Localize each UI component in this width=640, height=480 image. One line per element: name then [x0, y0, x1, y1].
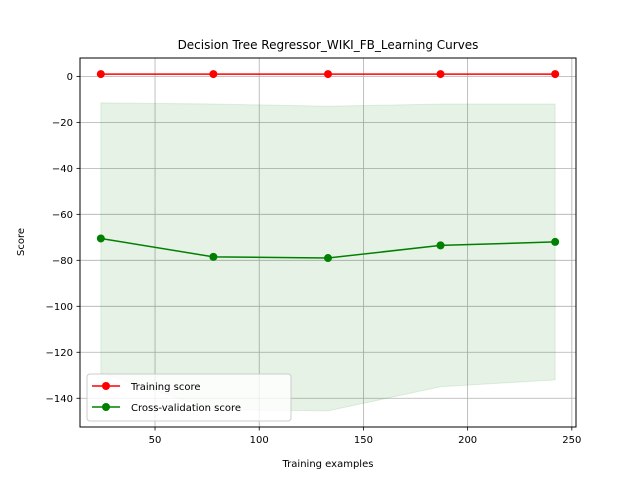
data-point — [551, 237, 560, 246]
data-point — [436, 70, 445, 79]
y-tick-label: 0 — [67, 72, 73, 83]
y-tick-label: −80 — [52, 256, 73, 267]
data-point — [436, 241, 445, 250]
legend-swatch-marker — [102, 403, 110, 411]
data-point — [209, 252, 218, 261]
x-tick-label: 100 — [250, 435, 269, 446]
legend: Training score Cross-validation score — [86, 373, 292, 422]
data-point — [324, 70, 332, 79]
legend-entry: Training score — [130, 382, 201, 393]
chart-title: Decision Tree Regressor_WIKI_FB_Learning… — [178, 38, 479, 52]
x-tick-label: 150 — [354, 435, 373, 446]
plot-frame — [79, 57, 577, 428]
y-tick-label: −140 — [46, 394, 73, 405]
legend-swatch-marker — [102, 382, 110, 390]
y-tick-label: −100 — [46, 302, 73, 313]
x-tick-label: 50 — [149, 435, 162, 446]
legend-box — [86, 373, 292, 422]
data-point — [209, 70, 218, 79]
y-tick-label: −120 — [46, 348, 73, 359]
x-axis-label: Training examples — [282, 459, 374, 470]
score-bands — [100, 73, 556, 412]
data-point — [324, 254, 332, 263]
legend-entry: Cross-validation score — [131, 403, 241, 414]
y-tick-label: −60 — [52, 210, 73, 221]
y-axis-label: Score — [16, 228, 27, 256]
x-axis-ticks: 50 100 150 200 250 — [149, 427, 581, 446]
x-tick-label: 250 — [562, 435, 581, 446]
data-point — [96, 70, 105, 79]
y-tick-label: −20 — [52, 118, 73, 129]
y-tick-label: −40 — [52, 164, 73, 175]
y-axis-ticks: 0 −20 −40 −60 −80 −100 −120 −140 — [46, 72, 80, 405]
data-point — [96, 234, 105, 243]
x-tick-label: 200 — [458, 435, 477, 446]
series-lines — [96, 70, 560, 263]
data-point — [551, 70, 560, 79]
